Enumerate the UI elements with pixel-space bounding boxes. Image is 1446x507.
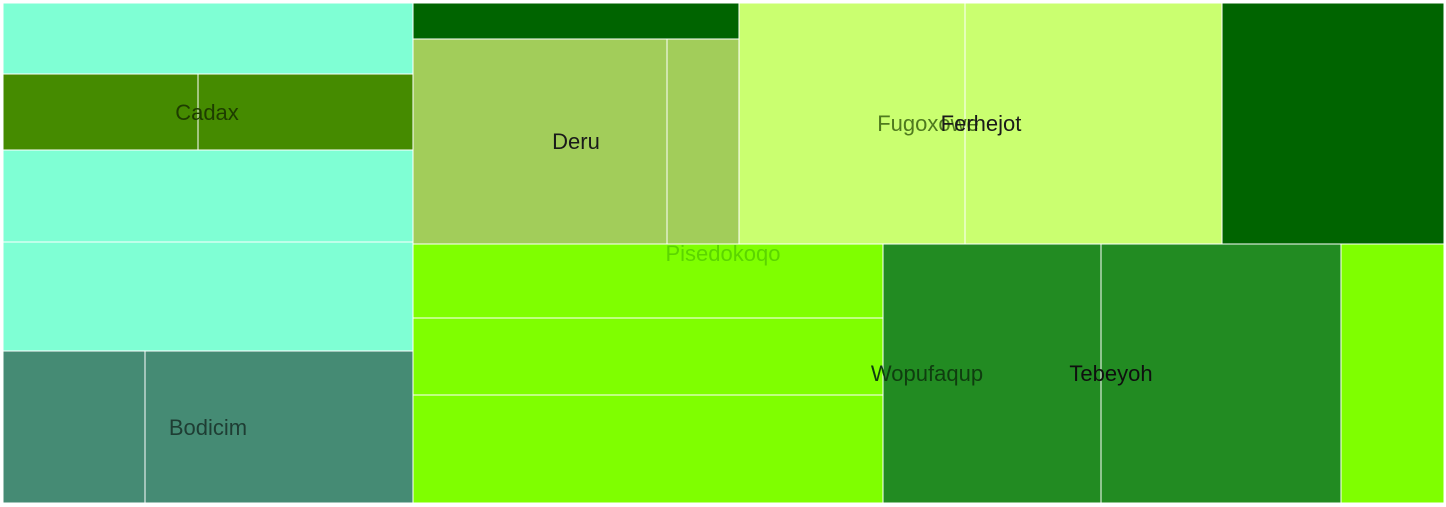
label-wopufaqup: Wopufaqup — [871, 361, 983, 386]
tile-bodicim-right — [144, 350, 414, 504]
label-tebeyoh: Tebeyoh — [1069, 361, 1152, 386]
treemap-labels: Cadax Bodicim Deru Fugoxowe Ferhejot Pis… — [169, 100, 1153, 440]
tile-ferhejot — [964, 2, 1223, 245]
label-cadax: Cadax — [175, 100, 239, 125]
tile-deru-main — [412, 38, 668, 245]
tile-cadax-left — [2, 73, 199, 151]
tile-chartreuse-right — [1340, 243, 1445, 504]
tile-deru-side — [666, 38, 740, 245]
label-fugoxowe: Fugoxowe — [877, 111, 979, 136]
tile-pisedokoqo-2 — [412, 317, 884, 396]
tile-darkgreen-strip — [412, 2, 740, 40]
label-pisedokoqo: Pisedokoqo — [666, 241, 781, 266]
tile-aquamarine-low — [2, 241, 414, 352]
label-bodicim: Bodicim — [169, 415, 247, 440]
tile-aquamarine-top — [2, 2, 414, 75]
tile-tebeyoh — [1100, 243, 1342, 504]
tile-cadax-right — [197, 73, 414, 151]
tile-pisedokoqo-3 — [412, 394, 884, 504]
label-ferhejot: Ferhejot — [941, 111, 1022, 136]
label-deru: Deru — [552, 129, 600, 154]
tile-darkgreen-right — [1221, 2, 1445, 245]
tile-pisedokoqo-1 — [412, 243, 884, 319]
tile-aquamarine-mid — [2, 149, 414, 243]
tile-bodicim-left — [2, 350, 146, 504]
tile-wopufaqup — [882, 243, 1102, 504]
